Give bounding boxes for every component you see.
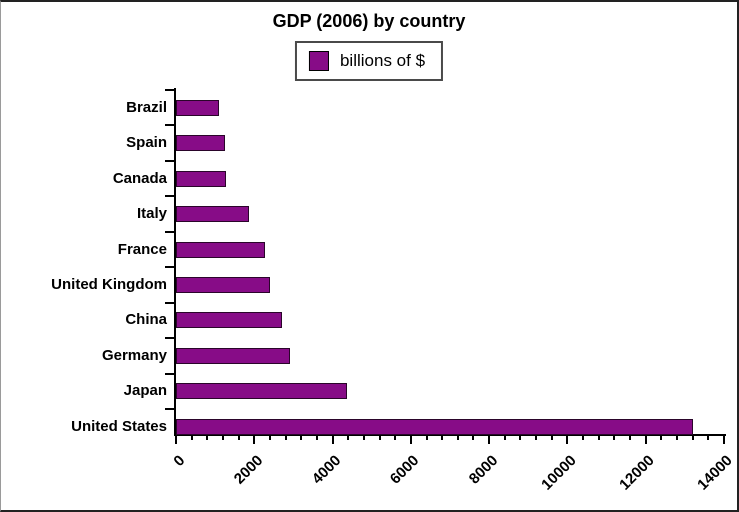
bar-united-kingdom	[176, 276, 270, 293]
legend-label: billions of $	[339, 51, 426, 70]
x-axis-minor-tick	[456, 436, 459, 440]
y-axis-tick	[165, 301, 175, 304]
x-axis-tick-label: 6000	[387, 452, 423, 488]
y-axis-tick	[165, 230, 175, 233]
x-axis-minor-tick	[472, 436, 475, 440]
x-axis-minor-tick	[613, 436, 616, 440]
category-label-united-kingdom: United Kingdom	[51, 275, 167, 293]
category-label-italy: Italy	[136, 205, 167, 223]
category-label-china: China	[125, 311, 167, 329]
x-axis-major-tick	[566, 436, 569, 444]
bar-japan	[176, 383, 348, 400]
x-axis-tick-label: 8000	[465, 452, 502, 488]
x-axis-minor-tick	[676, 436, 679, 440]
x-axis-major-tick	[644, 436, 647, 444]
bar-canada	[176, 170, 227, 187]
x-axis-minor-tick	[691, 436, 694, 440]
x-axis-minor-tick	[550, 436, 553, 440]
legend-box: billions of $	[294, 41, 444, 81]
x-axis-minor-tick	[660, 436, 663, 440]
x-axis-minor-tick	[519, 436, 522, 440]
category-label-japan: Japan	[123, 382, 167, 400]
x-axis-major-tick	[331, 436, 334, 444]
bar-germany	[176, 347, 290, 364]
bar-china	[176, 312, 282, 329]
x-axis-minor-tick	[190, 436, 193, 440]
bar-italy	[176, 206, 250, 223]
legend-swatch-icon	[308, 51, 329, 71]
bar-united-states	[176, 418, 693, 435]
x-axis-tick-label: 4000	[308, 452, 345, 488]
x-axis-minor-tick	[535, 436, 538, 440]
x-axis-major-tick	[488, 436, 491, 444]
x-axis-minor-tick	[707, 436, 710, 440]
x-axis-tick-label: 0	[170, 452, 189, 470]
x-axis-tick-label: 10000	[537, 452, 580, 494]
x-axis-major-tick	[723, 436, 725, 444]
x-axis-minor-tick	[221, 436, 224, 440]
x-axis-minor-tick	[315, 436, 318, 440]
y-axis-tick	[165, 372, 175, 375]
category-label-brazil: Brazil	[126, 98, 167, 116]
y-axis-tick	[165, 266, 175, 269]
y-axis-tick	[165, 159, 175, 162]
y-axis-line	[174, 88, 176, 436]
x-axis-minor-tick	[378, 436, 381, 440]
x-axis-minor-tick	[394, 436, 397, 440]
y-axis-tick	[165, 408, 175, 411]
y-axis-tick	[165, 337, 175, 340]
x-axis-major-tick	[409, 436, 412, 444]
x-axis-minor-tick	[582, 436, 585, 440]
bar-france	[176, 241, 265, 258]
category-label-spain: Spain	[126, 134, 167, 152]
x-axis-line	[174, 434, 726, 436]
x-axis-minor-tick	[268, 436, 271, 440]
x-axis-major-tick	[253, 436, 256, 444]
bar-spain	[176, 135, 225, 152]
category-label-germany: Germany	[101, 346, 167, 364]
y-axis-tick	[165, 89, 175, 91]
x-axis-minor-tick	[441, 436, 444, 440]
x-axis-minor-tick	[425, 436, 428, 440]
x-axis-minor-tick	[206, 436, 209, 440]
x-axis-minor-tick	[300, 436, 303, 440]
x-axis-minor-tick	[503, 436, 506, 440]
category-label-france: France	[117, 240, 167, 258]
category-label-united-states: United States	[71, 417, 167, 435]
x-axis-minor-tick	[284, 436, 287, 440]
bar-brazil	[176, 99, 220, 116]
x-axis-minor-tick	[597, 436, 600, 440]
x-axis-minor-tick	[237, 436, 240, 440]
x-axis-tick-label: 2000	[230, 452, 267, 488]
x-axis-minor-tick	[362, 436, 365, 440]
x-axis-tick-label: 14000	[694, 452, 737, 494]
x-axis-tick-label: 12000	[616, 452, 658, 494]
x-axis-major-tick	[175, 436, 177, 444]
x-axis-minor-tick	[629, 436, 632, 440]
y-axis-tick	[165, 124, 175, 127]
chart-title: GDP (2006) by country	[272, 11, 466, 31]
x-axis-minor-tick	[347, 436, 350, 440]
y-axis-tick	[165, 195, 175, 198]
category-label-canada: Canada	[112, 169, 167, 187]
